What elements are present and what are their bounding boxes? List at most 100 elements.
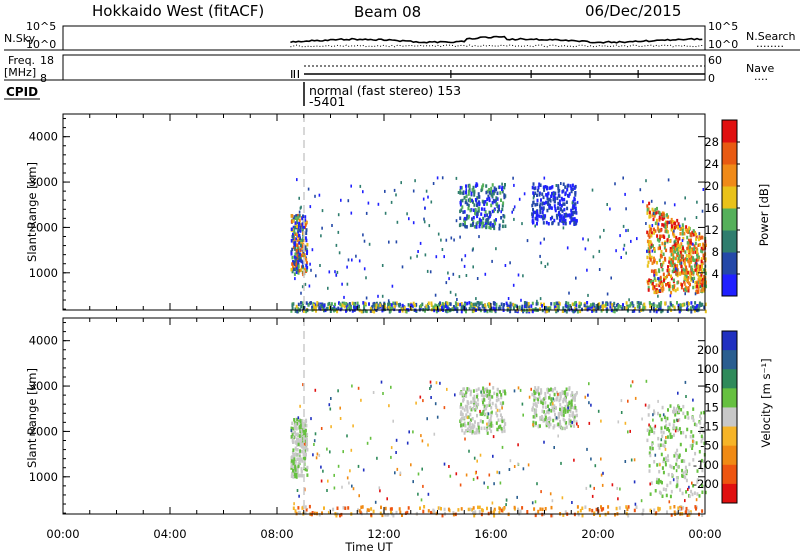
velocity-cell <box>484 387 487 392</box>
power-cell <box>546 196 549 201</box>
velocity-scatter-cell <box>436 415 439 419</box>
velocity-cell <box>533 507 536 511</box>
power-cell <box>443 305 446 309</box>
velocity-cell <box>537 424 540 429</box>
velocity-cell <box>688 511 691 515</box>
power-cell <box>693 305 695 310</box>
power-cell <box>615 303 618 308</box>
velocity-cell <box>679 507 682 512</box>
velocity-cell <box>489 417 492 421</box>
power-scatter-cell <box>314 194 316 198</box>
velocity-cell <box>544 413 547 417</box>
power-scatter-cell <box>692 279 694 283</box>
velocity-cell <box>298 434 301 438</box>
power-cell <box>492 191 495 196</box>
power-scatter-cell <box>335 273 337 277</box>
power-cell <box>674 256 677 261</box>
velocity-cell <box>475 431 478 435</box>
power-scatter-cell <box>338 251 341 255</box>
power-cell <box>670 303 673 307</box>
power-cell <box>555 213 558 218</box>
power-cell <box>668 305 671 310</box>
velocity-cell <box>599 513 601 518</box>
power-cell <box>345 302 348 306</box>
velocity-cell <box>344 506 347 510</box>
velocity-cell <box>577 510 580 515</box>
power-cell <box>654 229 657 233</box>
power-cell <box>497 204 500 208</box>
power-cell <box>653 256 655 261</box>
power-cell <box>490 186 493 191</box>
velocity-scatter-cell <box>496 470 498 474</box>
velocity-cell <box>653 411 656 415</box>
power-cell <box>672 256 675 260</box>
power-cell <box>495 306 498 310</box>
power-cell <box>460 208 463 212</box>
velocity-cell <box>669 505 672 510</box>
velocity-cell <box>447 507 450 512</box>
power-cell <box>291 247 294 252</box>
power-cell <box>684 250 687 254</box>
velocity-cell <box>296 437 298 441</box>
power-scatter-cell <box>390 200 393 204</box>
power-scatter-cell <box>539 297 542 301</box>
power-cell <box>663 276 666 280</box>
velocity-scatter-cell <box>645 379 648 383</box>
velocity-scatter-cell <box>624 421 627 425</box>
velocity-cell <box>687 509 690 513</box>
power-cell <box>292 219 295 223</box>
velocity-cell <box>407 506 410 510</box>
power-cell <box>653 285 656 289</box>
power-cell <box>661 268 664 272</box>
power-cell <box>557 211 560 215</box>
power-cell <box>530 304 533 308</box>
power-cell <box>503 195 506 200</box>
velocity-scatter-cell <box>342 450 344 454</box>
power-cell <box>547 222 550 226</box>
velocity-cell <box>300 470 303 474</box>
velocity-cell <box>692 418 695 423</box>
power-scatter-cell <box>343 295 345 299</box>
velocity-colorbar-swatch <box>722 464 737 485</box>
velocity-cell <box>689 434 692 439</box>
velocity-cell <box>581 506 584 510</box>
power-scatter-cell <box>503 215 506 219</box>
power-cell <box>456 309 459 314</box>
power-scatter-cell <box>363 239 366 243</box>
velocity-cell <box>503 418 506 423</box>
power-cell <box>656 261 658 265</box>
velocity-cell <box>556 390 558 395</box>
power-cell <box>294 216 297 220</box>
velocity-cell <box>298 426 301 430</box>
power-cell <box>665 229 668 234</box>
velocity-cell <box>695 507 697 511</box>
velocity-cell <box>380 505 382 510</box>
velocity-scatter-cell <box>652 418 654 422</box>
velocity-cell <box>476 395 478 399</box>
power-cell <box>570 186 573 191</box>
power-cell <box>686 307 688 311</box>
velocity-cell <box>688 462 691 467</box>
velocity-cell <box>500 427 503 431</box>
power-cell <box>652 306 655 311</box>
velocity-cell <box>305 452 307 457</box>
velocity-cell <box>534 513 537 518</box>
power-cell <box>681 228 684 233</box>
power-cell <box>534 307 537 311</box>
velocity-cell <box>584 505 587 509</box>
power-cell <box>697 267 700 272</box>
power-cell <box>566 213 569 218</box>
power-cell <box>655 211 658 215</box>
freq-right-tick-bottom: 0 <box>708 72 715 85</box>
power-cell <box>302 214 304 218</box>
velocity-scatter-cell <box>459 483 462 487</box>
velocity-cell <box>482 386 485 390</box>
power-cell <box>677 226 679 230</box>
power-cell <box>660 301 663 305</box>
power-scatter-cell <box>297 259 299 263</box>
power-scatter-cell <box>321 226 323 230</box>
power-cell <box>700 276 702 280</box>
velocity-cell <box>541 512 544 517</box>
velocity-cell <box>685 478 688 483</box>
